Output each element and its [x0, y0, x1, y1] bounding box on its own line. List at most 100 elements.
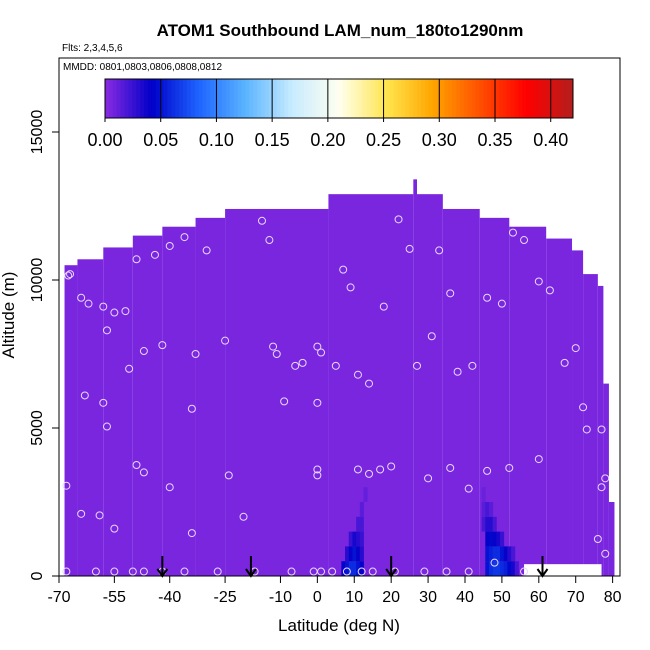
sample-point [446, 289, 455, 298]
colorbar-swatch [444, 79, 449, 118]
x-tick-label: 10 [345, 589, 363, 606]
heatmap-cell [359, 531, 364, 547]
plot-frame [58, 57, 621, 577]
sample-point [80, 391, 89, 400]
sample-point [224, 471, 233, 480]
heatmap-cell [348, 546, 353, 562]
sample-point [505, 463, 514, 472]
heatmap-cell [485, 561, 490, 576]
heatmap-cell [503, 561, 508, 576]
colorbar-swatch [424, 79, 430, 118]
heatmap-cell [496, 561, 501, 576]
colorbar-swatch [159, 79, 164, 118]
colorbar-swatch [553, 79, 558, 118]
coverage-column [572, 250, 584, 576]
sample-point [91, 567, 100, 576]
heatmap-cell [352, 546, 357, 562]
sample-point [139, 567, 148, 576]
colorbar-swatch [218, 79, 223, 118]
x-tick-label: -10 [269, 589, 292, 606]
sample-point [365, 469, 374, 478]
sample-point [468, 361, 477, 370]
colorbar-swatch [335, 79, 340, 118]
x-tick-label: 60 [530, 589, 548, 606]
x-axis-label: Latitude (deg N) [278, 616, 400, 635]
colorbar-swatch [264, 79, 270, 118]
x-tick-label: 20 [382, 589, 400, 606]
sample-point [464, 484, 473, 493]
heatmap-cell [356, 516, 361, 532]
colorbar-tick-label: 0.20 [310, 130, 345, 150]
sample-point [187, 529, 196, 538]
sample-point [158, 341, 167, 350]
colorbar-swatch [514, 79, 519, 118]
heatmap-cell [511, 546, 516, 562]
sample-point [102, 422, 111, 431]
colorbar-swatch [206, 79, 211, 118]
sample-point [464, 567, 473, 576]
coverage-column [195, 217, 226, 576]
colorbar-swatch [241, 79, 246, 118]
heatmap-cell [514, 561, 519, 576]
colorbar-swatch [366, 79, 371, 118]
sample-point [187, 404, 196, 413]
colorbar-swatch [339, 79, 344, 118]
colorbar-swatch [167, 79, 172, 118]
sample-point [387, 462, 396, 471]
colorbar-swatch [144, 79, 149, 118]
sample-point [490, 558, 499, 567]
colorbar-swatch [448, 79, 453, 118]
heatmap-cell [356, 561, 361, 576]
colorbar-swatch [151, 79, 157, 118]
colorbar-swatch [190, 79, 196, 118]
heatmap-cell [492, 561, 497, 576]
heatmap-cell [485, 531, 490, 547]
sample-point [442, 567, 451, 576]
colorbar-swatch [467, 79, 473, 118]
colorbar-swatch [225, 79, 231, 118]
colorbar-swatch [163, 79, 168, 118]
heatmap-cell [356, 546, 361, 562]
colorbar-swatch [522, 79, 527, 118]
sample-point [520, 236, 529, 245]
sample-point [342, 567, 351, 576]
sample-point [191, 350, 200, 358]
sample-point [368, 567, 377, 576]
sample-point [424, 474, 433, 483]
colorbar-swatch [491, 79, 496, 118]
colorbar-swatch [346, 79, 352, 118]
colorbar-swatch [557, 79, 562, 118]
sample-point [420, 567, 429, 576]
heatmap-cell [345, 561, 350, 576]
sample-point [365, 379, 374, 388]
colorbar-swatch [128, 79, 133, 118]
colorbar-swatch [249, 79, 254, 118]
colorbar-swatch [569, 79, 574, 118]
heatmap-cell [345, 546, 350, 562]
x-tick-label: -70 [47, 589, 70, 606]
colorbar-swatch [506, 79, 512, 118]
colorbar-swatch [194, 79, 200, 118]
sample-point [483, 293, 492, 302]
sample-point [534, 277, 543, 286]
colorbar-swatch [253, 79, 258, 118]
heatmap-cell [481, 516, 486, 532]
sample-point [394, 215, 403, 224]
colorbar-swatch [385, 79, 391, 118]
colorbar-swatch [112, 79, 118, 118]
coverage-column [225, 208, 329, 576]
colorbar-swatch [183, 79, 188, 118]
sample-point [353, 465, 362, 474]
sample-point [331, 361, 340, 370]
sample-point [405, 244, 414, 253]
colorbar-swatch [202, 79, 207, 118]
heatmap-cell [492, 531, 497, 547]
heatmap-cell [488, 546, 494, 562]
coverage-column [442, 208, 480, 576]
colorbar-swatch [483, 79, 488, 118]
sample-point [435, 246, 444, 255]
sample-point [597, 483, 606, 492]
sample-point [132, 255, 141, 264]
colorbar-swatch [210, 79, 215, 118]
colorbar-tick-label: 0.25 [366, 130, 401, 150]
